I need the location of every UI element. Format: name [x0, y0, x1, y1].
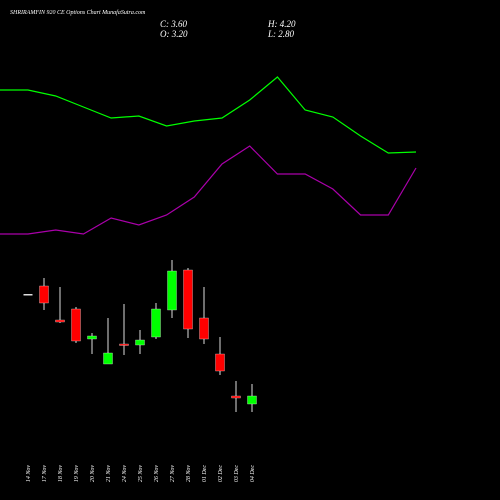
x-tick-label: 18 Nov — [58, 465, 64, 483]
candle-body — [231, 395, 241, 399]
ohlc-info: O: 3.20 — [160, 29, 188, 39]
ohlc-info: L: 2.80 — [267, 29, 295, 39]
indicator-line — [0, 76, 417, 154]
ohlc-info: H: 4.20 — [267, 19, 296, 29]
candle-body — [119, 343, 129, 346]
x-tick-label: 17 Nov — [42, 465, 48, 483]
x-tick-label: 04 Dec — [249, 465, 256, 482]
chart-title: SHRIRAMFIN 920 CE Options Chart MunafaSu… — [10, 9, 146, 16]
x-tick-label: 01 Dec — [202, 465, 208, 482]
x-tick-label: 03 Dec — [234, 465, 240, 482]
indicator-line — [0, 145, 417, 235]
candle-body — [87, 335, 97, 340]
candle-body — [183, 269, 193, 330]
candle-body — [55, 319, 65, 323]
x-tick-label: 27 Nov — [170, 465, 176, 483]
candle-body — [167, 270, 177, 311]
candle-body — [71, 308, 81, 342]
x-tick-label: 25 Nov — [138, 465, 144, 483]
x-tick-label: 14 Nov — [25, 465, 32, 483]
candle-body — [247, 395, 257, 405]
candle-body — [39, 285, 49, 304]
candle-body — [23, 294, 33, 296]
ohlc-info: C: 3.60 — [160, 19, 188, 29]
x-tick-label: 21 Nov — [106, 465, 112, 483]
candle-body — [103, 352, 113, 365]
candle-body — [215, 353, 225, 372]
candle-body — [135, 339, 145, 346]
x-tick-label: 19 Nov — [74, 465, 80, 483]
x-tick-label: 02 Dec — [218, 465, 224, 482]
candle-body — [199, 317, 209, 340]
x-tick-label: 20 Nov — [90, 465, 96, 483]
candle-body — [151, 308, 161, 338]
x-tick-label: 24 Nov — [121, 465, 128, 483]
x-tick-label: 28 Nov — [186, 465, 192, 483]
x-tick-label: 26 Nov — [154, 465, 160, 483]
